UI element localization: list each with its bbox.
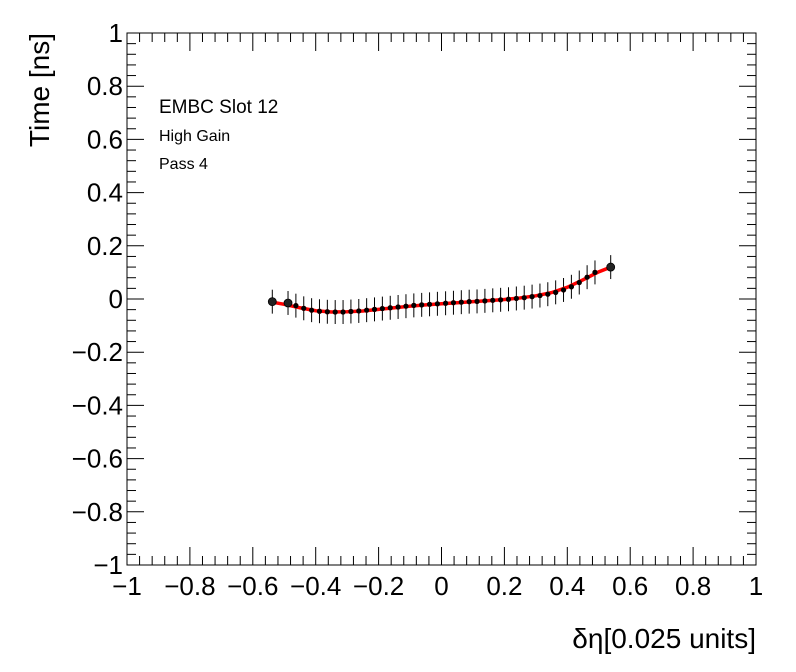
data-point [316, 308, 323, 314]
x-tick-label: 1 [749, 571, 763, 601]
data-point [505, 296, 512, 302]
x-tick-label: −0.4 [290, 571, 341, 601]
y-tick-label: −0.6 [72, 444, 123, 474]
data-point [606, 262, 616, 272]
x-tick-label: 0 [434, 571, 448, 601]
y-tick-label: 0.4 [87, 178, 123, 208]
data-point [592, 269, 598, 275]
x-tick-label: 0.6 [612, 571, 648, 601]
data-point [419, 302, 425, 308]
data-point [576, 279, 582, 286]
axis-ticks [126, 32, 757, 566]
data-point [283, 298, 293, 308]
data-point [482, 298, 488, 304]
data-point [458, 299, 464, 305]
data-point [364, 307, 370, 313]
annotation-slot: EMBC Slot 12 [159, 97, 278, 118]
data-point [474, 298, 480, 304]
data-point [395, 304, 401, 310]
data-point [309, 307, 315, 313]
y-tick-labels: −1 −0.8 −0.6 −0.4 −0.2 0 0.2 0.4 0.6 0.8 1 [72, 18, 123, 580]
data-point [434, 301, 441, 307]
data-points [267, 262, 616, 315]
fit-curve [271, 265, 612, 314]
data-point [301, 305, 307, 311]
x-tick-label: −1 [112, 571, 142, 601]
data-point [371, 306, 378, 312]
data-point [426, 301, 433, 307]
annotation-pass: Pass 4 [159, 156, 208, 173]
data-point [513, 295, 519, 302]
data-point [490, 297, 496, 303]
y-axis-title: Time [ns] [24, 33, 55, 147]
x-tick-label: −0.8 [164, 571, 215, 601]
x-tick-labels: −1 −0.8 −0.6 −0.4 −0.2 0 0.2 0.4 0.6 0.8 1 [112, 571, 763, 601]
x-tick-label: 0.8 [675, 571, 711, 601]
data-point [332, 309, 338, 315]
x-axis-title: δη[0.025 units] [572, 623, 756, 654]
y-tick-label: −0.8 [72, 497, 123, 527]
y-tick-label: 0.6 [87, 124, 123, 154]
annotation-gain: High Gain [159, 128, 230, 145]
data-point [529, 294, 535, 300]
y-tick-label: 0.8 [87, 71, 123, 101]
data-point [340, 309, 346, 315]
data-point [411, 302, 417, 308]
data-point [387, 305, 393, 311]
data-point [356, 308, 362, 314]
y-tick-label: −0.2 [72, 337, 123, 367]
data-point [537, 292, 543, 299]
data-point [521, 295, 527, 301]
data-point [584, 274, 590, 280]
data-point [568, 284, 574, 290]
data-point [560, 287, 567, 293]
y-tick-label: 0.2 [87, 231, 123, 261]
y-tick-label: 1 [109, 18, 123, 48]
data-point [498, 297, 504, 303]
data-point [553, 289, 559, 295]
y-tick-label: 0 [109, 284, 123, 314]
data-point [324, 309, 330, 315]
y-tick-label: −1 [93, 550, 123, 580]
x-tick-label: −0.6 [227, 571, 278, 601]
data-point [466, 299, 472, 305]
data-point [267, 297, 277, 307]
data-point [442, 300, 449, 306]
data-point [545, 291, 551, 297]
x-tick-label: −0.2 [353, 571, 404, 601]
data-point [379, 305, 385, 312]
data-point [348, 308, 354, 315]
x-tick-label: 0.4 [549, 571, 585, 601]
data-point [450, 300, 457, 306]
x-tick-label: 0.2 [486, 571, 522, 601]
y-tick-label: −0.4 [72, 390, 123, 420]
data-point [403, 303, 409, 309]
data-point [293, 303, 299, 309]
